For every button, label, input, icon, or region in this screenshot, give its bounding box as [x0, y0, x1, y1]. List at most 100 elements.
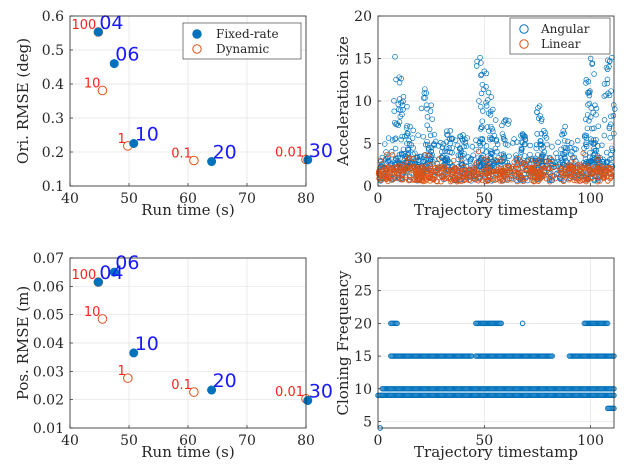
y-tick-label: 0.2 [42, 145, 64, 161]
angular-point [420, 133, 427, 140]
x-tick-label: 50 [475, 433, 493, 449]
x-tick-label: 60 [179, 433, 197, 449]
linear-point [395, 170, 402, 176]
angular-point [400, 106, 406, 113]
angular-point [478, 124, 485, 130]
fixed-rate-point-label: 10 [135, 124, 159, 146]
angular-point [422, 141, 429, 148]
panel-ori: 100 10 1 0.1 0.01 04 06 10 20 30 40 50 60 70 80 0.1 0.2… [14, 9, 333, 219]
dynamic-point [189, 387, 199, 397]
linear-point [555, 163, 561, 170]
fixed-rate-point [93, 27, 103, 37]
fixed-rate-point-label: 04 [99, 262, 123, 284]
angular-point [499, 158, 505, 165]
linear-point [534, 161, 540, 167]
angular-point [603, 64, 610, 71]
angular-point [404, 146, 411, 153]
dynamic-point [189, 155, 199, 166]
angular-point [593, 105, 600, 112]
angular-point [601, 132, 608, 139]
linear-point [497, 178, 503, 184]
linear-point [400, 171, 407, 177]
angular-point [392, 136, 398, 143]
x-tick-label: 50 [120, 191, 138, 207]
linear-point [583, 164, 589, 171]
angular-point [506, 153, 512, 160]
fixed-rate-point-label: 06 [115, 44, 139, 66]
linear-point [485, 168, 491, 174]
linear-point [436, 156, 442, 162]
angular-point [441, 148, 448, 154]
angular-point [483, 99, 489, 106]
y-tick-label: 10 [354, 382, 372, 398]
linear-point [597, 178, 603, 184]
angular-point [566, 145, 573, 151]
linear-point [452, 164, 458, 171]
x-tick-label: 80 [297, 191, 315, 207]
angular-point [391, 98, 397, 104]
angular-point [424, 138, 430, 145]
angular-point [501, 157, 507, 163]
linear-point [560, 178, 567, 184]
angular-point [561, 137, 568, 144]
angular-point [585, 90, 591, 96]
linear-point [390, 177, 396, 183]
angular-point [431, 131, 438, 138]
dynamic-point-label: 100 [71, 18, 96, 33]
angular-point [483, 84, 489, 90]
angular-point [608, 113, 614, 120]
linear-point [608, 173, 614, 180]
dynamic-point [97, 85, 108, 96]
angular-point [541, 149, 548, 155]
ticks: 0 50 100 0 5 10 15 20 [354, 9, 604, 207]
linear-point [511, 159, 517, 165]
angular-point [389, 137, 396, 143]
angular-point [486, 128, 492, 134]
angular-point [443, 139, 450, 145]
linear-point [436, 166, 443, 172]
angular-point [444, 128, 450, 134]
angular-point [444, 131, 450, 138]
linear-point [607, 170, 613, 176]
y-tick-label: 25 [354, 284, 372, 300]
x-tick-label: 100 [577, 433, 604, 449]
angular-point [558, 146, 564, 153]
linear-point [466, 168, 473, 174]
angular-point [468, 155, 475, 162]
angular-point [407, 123, 413, 130]
angular-point [449, 135, 455, 142]
linear-point [466, 166, 473, 172]
angular-point [561, 161, 567, 168]
angular-point [404, 152, 411, 158]
angular-point [582, 156, 589, 162]
linear-point [603, 167, 610, 174]
angular-point [589, 60, 596, 67]
angular-point [425, 145, 432, 151]
angular-point [599, 142, 605, 149]
linear-point [552, 175, 558, 182]
angular-point [527, 151, 533, 158]
angular-point [563, 149, 569, 156]
annotations: 100 10 1 0.1 0.01 04 06 10 20 30 [71, 12, 332, 164]
linear-point [497, 157, 504, 163]
linear-point [492, 177, 498, 183]
angular-point [604, 76, 611, 83]
angular-point [597, 160, 603, 166]
angular-point [406, 140, 413, 147]
angular-point [480, 152, 486, 159]
angular-point [583, 76, 590, 83]
linear-point [418, 172, 424, 178]
x-axis-label: Trajectory timestamp [414, 443, 578, 461]
linear-point [473, 167, 479, 174]
angular-point [478, 60, 484, 66]
angular-point [463, 143, 470, 149]
linear-point [498, 165, 504, 172]
angular-point [502, 137, 508, 143]
linear-point [411, 155, 417, 162]
linear-point [484, 158, 490, 165]
angular-point [593, 147, 599, 154]
dynamic-point-label: 0.1 [171, 378, 192, 393]
cloning-point [604, 320, 611, 327]
linear-point [514, 178, 520, 185]
angular-point [601, 93, 608, 99]
